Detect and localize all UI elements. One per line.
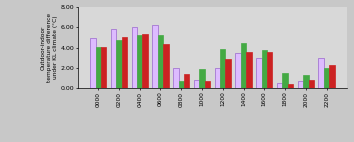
Bar: [246, 52, 252, 88]
Bar: [205, 81, 210, 88]
Bar: [262, 50, 267, 88]
Bar: [267, 52, 273, 88]
Bar: [329, 65, 335, 88]
Bar: [116, 40, 122, 88]
Bar: [142, 34, 148, 88]
Bar: [111, 29, 116, 88]
Bar: [137, 35, 142, 88]
Bar: [241, 42, 246, 88]
Bar: [158, 35, 163, 88]
Bar: [235, 53, 241, 88]
Bar: [220, 49, 225, 88]
Bar: [194, 80, 199, 88]
Bar: [256, 58, 262, 88]
Bar: [90, 38, 96, 88]
Bar: [132, 27, 137, 88]
Bar: [184, 74, 189, 88]
Bar: [298, 81, 303, 88]
Bar: [199, 69, 205, 88]
Bar: [309, 80, 314, 88]
Bar: [277, 83, 282, 88]
Bar: [282, 73, 288, 88]
Bar: [319, 58, 324, 88]
Bar: [122, 37, 127, 88]
Bar: [173, 68, 178, 88]
Bar: [215, 68, 220, 88]
Bar: [288, 84, 293, 88]
Bar: [96, 47, 101, 88]
Bar: [303, 75, 309, 88]
Bar: [163, 43, 169, 88]
Bar: [324, 68, 329, 88]
Bar: [225, 59, 231, 88]
Bar: [152, 25, 158, 88]
Bar: [178, 81, 184, 88]
Y-axis label: Outdoor-indoor
temperature difference
under KL climate (°C): Outdoor-indoor temperature difference un…: [40, 13, 58, 82]
Bar: [101, 47, 106, 88]
